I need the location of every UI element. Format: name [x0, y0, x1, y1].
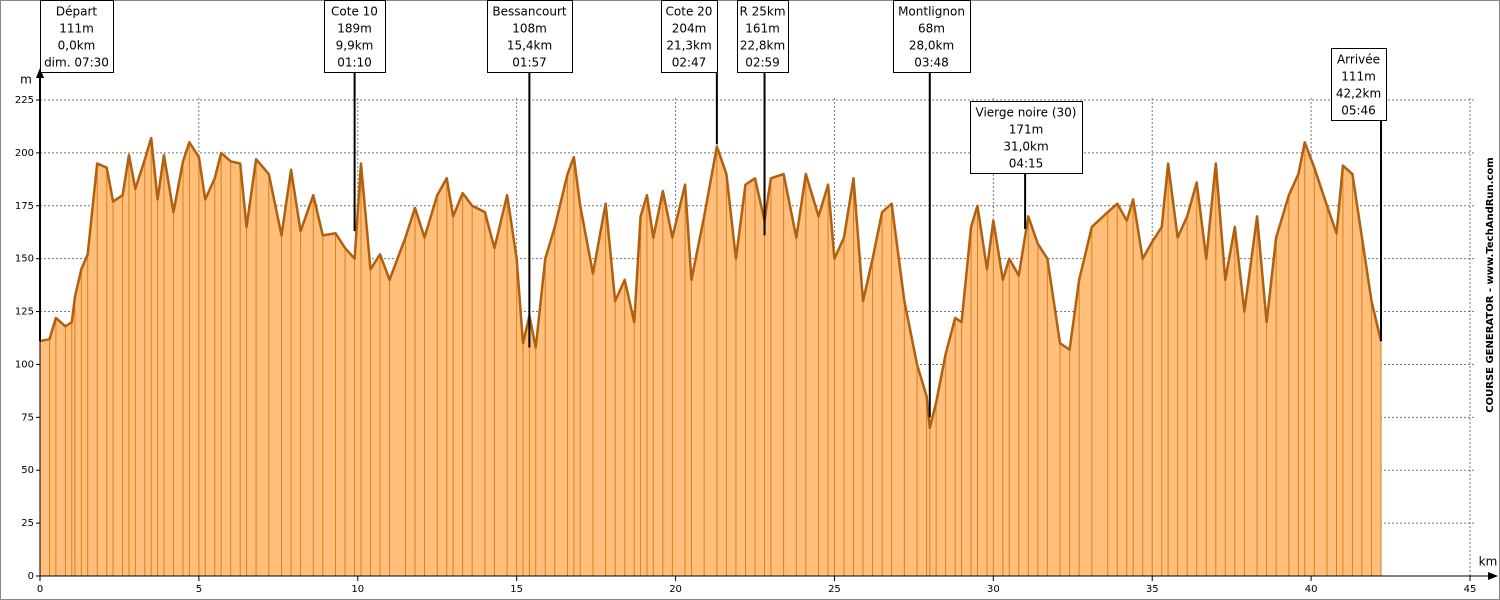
annotation-text: 05:46	[1341, 104, 1376, 118]
annotation-text: 161m	[745, 22, 780, 36]
annotation-text: Arrivée	[1337, 53, 1380, 67]
side-note: COURSE GENERATOR - www.TechAndRun.com	[1485, 157, 1496, 412]
x-axis-arrow	[1488, 572, 1498, 580]
y-tick-label: 100	[15, 359, 34, 370]
x-tick-label: 45	[1464, 584, 1477, 595]
x-tick-label: 5	[196, 584, 202, 595]
annotation-text: 9,9km	[336, 39, 374, 53]
annotation-box	[970, 101, 1083, 174]
annotation-text: R 25km	[739, 5, 785, 19]
annotation-box	[737, 0, 789, 73]
annotation-text: Bessancourt	[492, 5, 567, 19]
y-tick-label: 25	[21, 518, 34, 529]
x-tick-label: 20	[669, 584, 682, 595]
annotation-box	[661, 0, 718, 73]
annotation-text: Cote 10	[331, 5, 378, 19]
annotation-text: 02:59	[745, 56, 780, 70]
y-tick-label: 50	[21, 465, 34, 476]
annotation-text: 21,3km	[666, 39, 711, 53]
annotation-text: 42,2km	[1336, 87, 1381, 101]
annotation-text: Départ	[56, 5, 98, 19]
y-tick-label: 150	[15, 254, 34, 265]
annotation-box	[893, 0, 971, 73]
y-tick-label: 0	[28, 571, 34, 582]
annotation-text: Vierge noire (30)	[976, 106, 1077, 120]
annotation-text: 01:57	[512, 56, 547, 70]
annotation-text: 68m	[918, 22, 945, 36]
annotation-box	[487, 0, 573, 73]
annotation-text: 108m	[512, 22, 547, 36]
annotation-text: 0,0km	[58, 39, 96, 53]
annotation-text: 189m	[337, 22, 372, 36]
annotation-text: 111m	[1341, 70, 1376, 84]
annotation-text: Cote 20	[666, 5, 713, 19]
annotation-text: 04:15	[1009, 157, 1044, 171]
annotation-text: 15,4km	[507, 39, 552, 53]
y-tick-label: 225	[15, 95, 34, 106]
annotation-text: 03:48	[914, 56, 949, 70]
x-axis-label: km	[1479, 555, 1498, 569]
annotation-text: 204m	[672, 22, 707, 36]
x-tick-label: 10	[351, 584, 364, 595]
x-tick-label: 30	[987, 584, 1000, 595]
profile-line	[39, 136, 1383, 430]
x-tick-label: 0	[37, 584, 43, 595]
x-tick-label: 25	[828, 584, 841, 595]
y-tick-label: 200	[15, 148, 34, 159]
x-tick-label: 15	[510, 584, 523, 595]
annotation-text: Montlignon	[898, 5, 965, 19]
annotation-box	[324, 0, 386, 73]
annotation-box	[1331, 48, 1387, 121]
area	[40, 138, 1382, 576]
annotation-text: dim. 07:30	[44, 56, 109, 70]
annotation-text: 31,0km	[1003, 140, 1048, 154]
y-tick-label: 175	[15, 201, 34, 212]
annotation-text: 28,0km	[909, 39, 954, 53]
annotation-text: 111m	[59, 22, 94, 36]
annotation-text: 22,8km	[740, 39, 785, 53]
annotation-text: 01:10	[337, 56, 372, 70]
annotation-text: 02:47	[672, 56, 707, 70]
x-tick-label: 35	[1146, 584, 1159, 595]
y-tick-label: 125	[15, 307, 34, 318]
annotation-box	[40, 0, 114, 73]
y-axis-label: m	[20, 73, 32, 87]
y-tick-label: 75	[21, 412, 34, 423]
annotation-text: 171m	[1009, 123, 1044, 137]
x-tick-label: 40	[1305, 584, 1318, 595]
